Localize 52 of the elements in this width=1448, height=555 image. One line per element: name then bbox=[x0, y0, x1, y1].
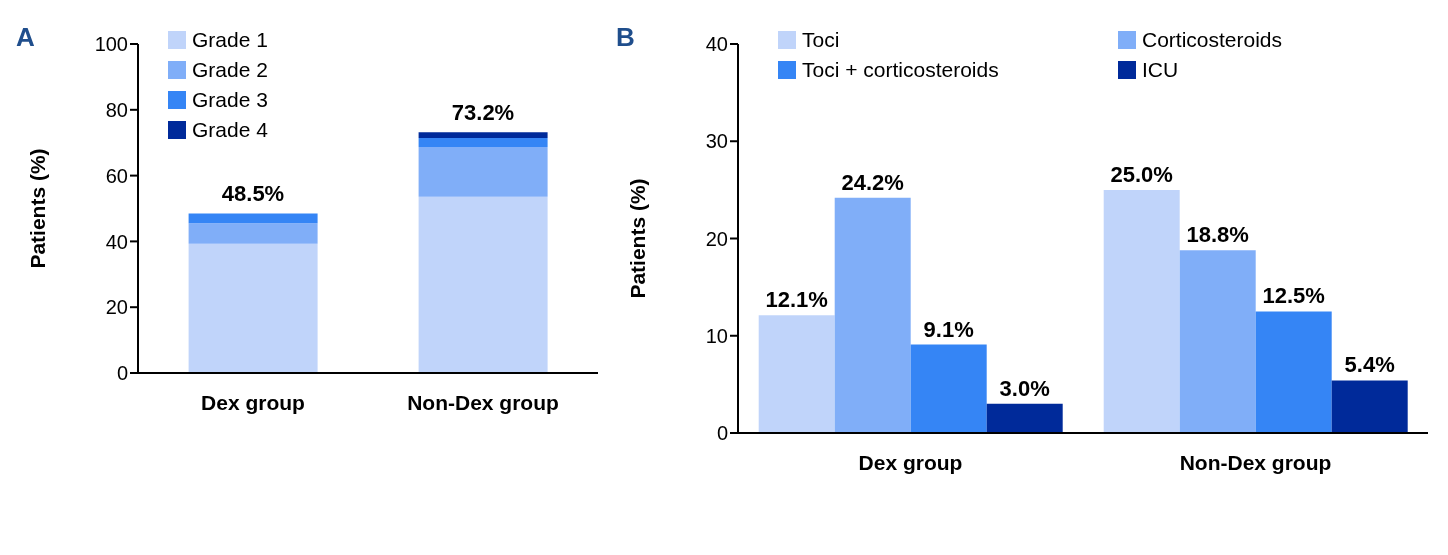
data-label: 24.2% bbox=[841, 169, 904, 195]
y-tick-label: 30 bbox=[705, 130, 728, 153]
bar bbox=[1179, 250, 1256, 433]
data-label: 3.0% bbox=[999, 375, 1050, 401]
total-label: 73.2% bbox=[451, 100, 515, 126]
y-tick-label: 10 bbox=[705, 324, 728, 347]
legend-label: Corticosteroids bbox=[1142, 28, 1283, 52]
y-axis-title: Patients (%) bbox=[626, 178, 650, 299]
bar bbox=[188, 223, 318, 244]
total-label: 48.5% bbox=[221, 181, 285, 207]
legend-label: Grade 3 bbox=[192, 88, 268, 112]
chart-title: B bbox=[616, 22, 635, 53]
bar bbox=[418, 146, 548, 197]
bar bbox=[1103, 189, 1180, 433]
bar bbox=[1331, 380, 1408, 433]
data-label: 12.5% bbox=[1262, 283, 1325, 309]
bar bbox=[1255, 311, 1332, 433]
legend-label: Grade 4 bbox=[192, 118, 268, 142]
bar bbox=[418, 196, 548, 373]
data-label: 5.4% bbox=[1344, 352, 1395, 378]
legend-label: ICU bbox=[1142, 58, 1179, 82]
chart-title: A bbox=[16, 22, 35, 53]
y-tick-label: 60 bbox=[105, 164, 128, 187]
y-tick-label: 100 bbox=[94, 33, 128, 56]
legend-label: Grade 2 bbox=[192, 58, 268, 82]
data-label: 9.1% bbox=[923, 316, 974, 342]
legend-label: Toci + corticosteroids bbox=[802, 58, 999, 82]
y-tick-label: 20 bbox=[105, 296, 128, 319]
legend-label: Toci bbox=[802, 28, 840, 52]
y-tick-label: 40 bbox=[705, 33, 728, 56]
x-tick-label: Non-Dex group bbox=[407, 390, 559, 414]
x-tick-label: Non-Dex group bbox=[1179, 450, 1332, 474]
data-label: 18.8% bbox=[1186, 222, 1249, 248]
x-tick-label: Dex group bbox=[201, 390, 305, 414]
bar bbox=[758, 315, 835, 433]
y-tick-label: 40 bbox=[105, 230, 128, 253]
y-axis-title: Patients (%) bbox=[26, 148, 50, 269]
y-tick-label: 80 bbox=[105, 98, 128, 121]
bar bbox=[188, 213, 318, 224]
bar bbox=[418, 132, 548, 139]
legend-label: Grade 1 bbox=[192, 28, 268, 52]
y-tick-label: 0 bbox=[716, 422, 728, 445]
bar bbox=[986, 403, 1063, 433]
bar bbox=[188, 243, 318, 373]
bar bbox=[834, 197, 911, 433]
data-label: 12.1% bbox=[765, 287, 828, 313]
bar bbox=[418, 138, 548, 147]
y-tick-label: 20 bbox=[705, 227, 728, 250]
x-tick-label: Dex group bbox=[858, 450, 963, 474]
data-label: 25.0% bbox=[1110, 161, 1173, 187]
y-tick-label: 0 bbox=[116, 362, 128, 385]
bar bbox=[910, 344, 987, 433]
